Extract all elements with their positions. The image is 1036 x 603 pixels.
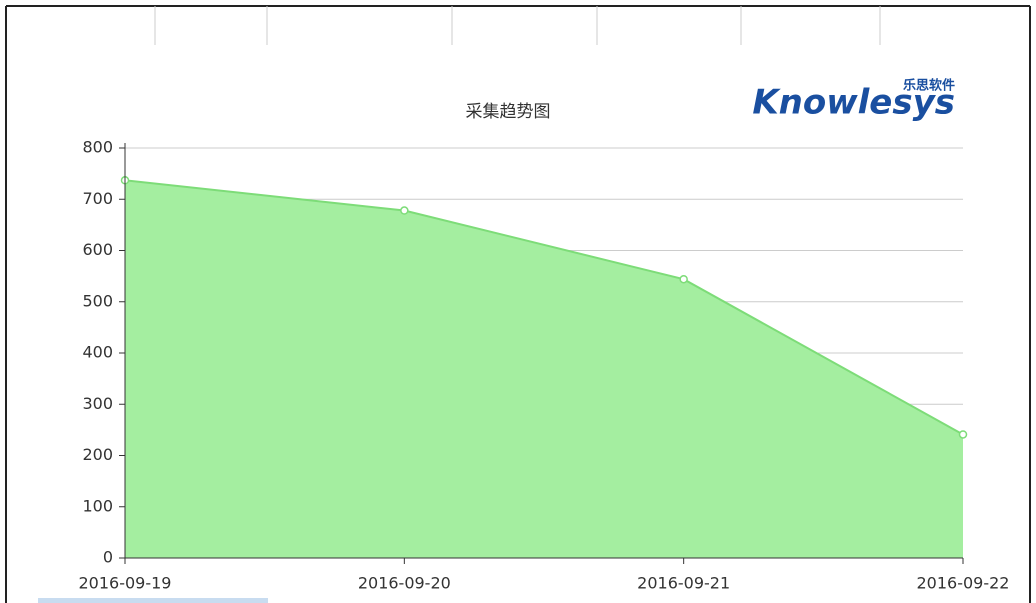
point bbox=[400, 206, 409, 215]
x-tick-label: 2016-09-21 bbox=[637, 574, 730, 593]
x-tick-label: 2016-09-20 bbox=[358, 574, 451, 593]
line bbox=[124, 179, 964, 436]
y-tick-label: 200 bbox=[82, 445, 113, 464]
chart-title: 采集趋势图 bbox=[466, 102, 551, 122]
y-tick-label: 100 bbox=[82, 496, 113, 515]
scroll-indicator bbox=[38, 598, 268, 603]
x-tick-label: 2016-09-22 bbox=[917, 574, 1010, 593]
y-tick-label: 400 bbox=[82, 343, 113, 362]
logo-subtext: 乐思软件 bbox=[903, 78, 955, 94]
y-tick-label: 500 bbox=[82, 291, 113, 310]
x-tick-label: 2016-09-19 bbox=[79, 574, 172, 593]
point bbox=[958, 430, 968, 439]
area bbox=[125, 180, 963, 558]
y-tick-label: 0 bbox=[103, 548, 113, 567]
y-tick-label: 700 bbox=[82, 189, 113, 208]
y-tick-label: 800 bbox=[82, 138, 113, 157]
point bbox=[679, 274, 688, 284]
y-tick-label: 300 bbox=[82, 394, 113, 413]
logo: Knowlesys bbox=[752, 83, 955, 123]
y-tick-label: 600 bbox=[82, 240, 113, 259]
top-dividers bbox=[154, 6, 881, 45]
